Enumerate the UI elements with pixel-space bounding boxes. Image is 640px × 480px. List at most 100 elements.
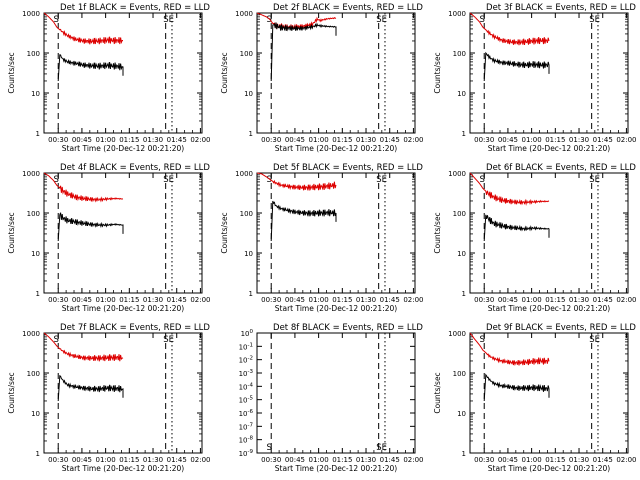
y-tick-label: 1000 (235, 170, 253, 178)
panel-title: Det 5f BLACK = Events, RED = LLD (273, 163, 423, 173)
y-axis-label: Counts/sec (220, 212, 229, 253)
events-series-line (483, 51, 550, 82)
plot-frame (469, 332, 629, 454)
events-series-line (483, 373, 550, 402)
marker-label: S (54, 15, 59, 25)
x-tick-label: 01:30 (143, 136, 163, 144)
y-tick-label: 10 (457, 410, 466, 418)
x-tick-label: 00:45 (285, 136, 305, 144)
x-tick-label: 00:30 (474, 296, 494, 304)
y-tick-label: 10 (457, 250, 466, 258)
y-tick-label: 100 (27, 370, 40, 378)
x-tick-label: 01:00 (309, 136, 329, 144)
x-tick-label: 02:00 (190, 136, 210, 144)
y-tick-label: 10 (31, 90, 40, 98)
x-tick-label: 01:15 (545, 136, 565, 144)
y-tick-label: 1 (249, 290, 253, 298)
y-tick-label: 100 (27, 50, 40, 58)
y-tick-label: 100 (453, 50, 466, 58)
x-tick-label: 00:30 (48, 296, 68, 304)
x-tick-label: 00:45 (285, 296, 305, 304)
marker-label: SE (376, 175, 387, 185)
x-tick-label: 01:00 (96, 136, 116, 144)
lld-series-line (469, 172, 550, 206)
marker-label: SE (376, 443, 387, 453)
x-tick-label: 01:30 (143, 456, 163, 464)
x-tick-label: 01:00 (96, 456, 116, 464)
x-tick-label: 01:45 (593, 456, 613, 464)
marker-label: S (267, 443, 272, 453)
y-tick-label: 10-2 (239, 356, 253, 365)
x-tick-label: 01:45 (167, 136, 187, 144)
marker-label: SE (376, 15, 387, 25)
y-tick-label: 1 (36, 450, 40, 458)
lld-series-line (469, 332, 550, 367)
y-axis-label: Counts/sec (433, 372, 442, 413)
x-tick-label: 00:30 (48, 136, 68, 144)
x-tick-label: 00:45 (285, 456, 305, 464)
y-tick-label: 100 (453, 210, 466, 218)
y-tick-label: 1000 (22, 10, 40, 18)
panel-title: Det 7f BLACK = Events, RED = LLD (60, 323, 210, 333)
y-tick-label: 1 (462, 290, 466, 298)
panel-det1f: Det 1f BLACK = Events, RED = LLD 1 10 100 10… (7, 3, 211, 153)
y-tick-label: 10 (31, 410, 40, 418)
x-tick-label: 00:30 (261, 296, 281, 304)
x-tick-label: 01:45 (593, 136, 613, 144)
x-tick-label: 00:45 (72, 136, 92, 144)
y-tick-label: 10-9 (239, 449, 254, 458)
panel-title: Det 3f BLACK = Events, RED = LLD (486, 3, 636, 13)
x-tick-label: 01:45 (380, 456, 400, 464)
y-axis-label: Counts/sec (433, 212, 442, 253)
events-series-line (57, 375, 124, 402)
x-tick-label: 01:45 (593, 296, 613, 304)
x-tick-label: 02:00 (616, 136, 636, 144)
y-tick-label: 1 (462, 130, 466, 138)
x-tick-label: 00:45 (498, 136, 518, 144)
x-tick-label: 01:15 (119, 136, 139, 144)
events-series-line (270, 200, 337, 242)
y-tick-label: 100 (240, 210, 253, 218)
x-tick-label: 00:30 (261, 136, 281, 144)
y-tick-label: 10 (244, 250, 253, 258)
x-tick-label: 01:45 (380, 136, 400, 144)
x-tick-label: 01:15 (545, 296, 565, 304)
x-tick-label: 01:15 (119, 456, 139, 464)
x-tick-label: 02:00 (403, 136, 423, 144)
marker-label: SE (589, 175, 600, 185)
marker-label: S (267, 15, 272, 25)
x-tick-label: 01:00 (309, 456, 329, 464)
marker-label: SE (589, 15, 600, 25)
panel-det9f: Det 9f BLACK = Events, RED = LLD 1 10 100 10… (433, 323, 637, 473)
x-axis-label: Start Time (20-Dec-12 00:21:20) (62, 464, 184, 473)
panel-det6f: Det 6f BLACK = Events, RED = LLD 1 10 100 10… (433, 163, 637, 313)
panel-title: Det 6f BLACK = Events, RED = LLD (486, 163, 636, 173)
events-series-line (483, 214, 550, 242)
x-tick-label: 00:30 (474, 136, 494, 144)
panel-det7f: Det 7f BLACK = Events, RED = LLD 1 10 100 10… (7, 323, 211, 473)
y-axis-label: Counts/sec (433, 52, 442, 93)
marker-label: S (267, 175, 272, 185)
y-tick-label: 10-6 (239, 409, 254, 418)
y-tick-label: 100 (27, 210, 40, 218)
plot-frame (43, 12, 203, 134)
panel-title: Det 8f BLACK = Events, RED = LLD (273, 323, 423, 333)
marker-label: S (480, 175, 485, 185)
x-tick-label: 00:45 (72, 456, 92, 464)
plot-frame (256, 172, 416, 294)
x-axis-label: Start Time (20-Dec-12 00:21:20) (275, 464, 397, 473)
x-tick-label: 01:30 (569, 456, 589, 464)
y-tick-label: 1000 (448, 10, 466, 18)
y-tick-label: 1000 (22, 330, 40, 338)
x-axis-label: Start Time (20-Dec-12 00:21:20) (62, 144, 184, 153)
y-tick-label: 10-5 (239, 396, 254, 405)
marker-label: S (54, 335, 59, 345)
plot-frame (469, 172, 629, 294)
events-series-line (270, 22, 337, 82)
y-tick-label: 10 (31, 250, 40, 258)
x-tick-label: 00:30 (474, 456, 494, 464)
x-tick-label: 01:45 (167, 456, 187, 464)
x-tick-label: 01:15 (332, 456, 352, 464)
x-tick-label: 02:00 (190, 456, 210, 464)
plot-frame (256, 12, 416, 134)
